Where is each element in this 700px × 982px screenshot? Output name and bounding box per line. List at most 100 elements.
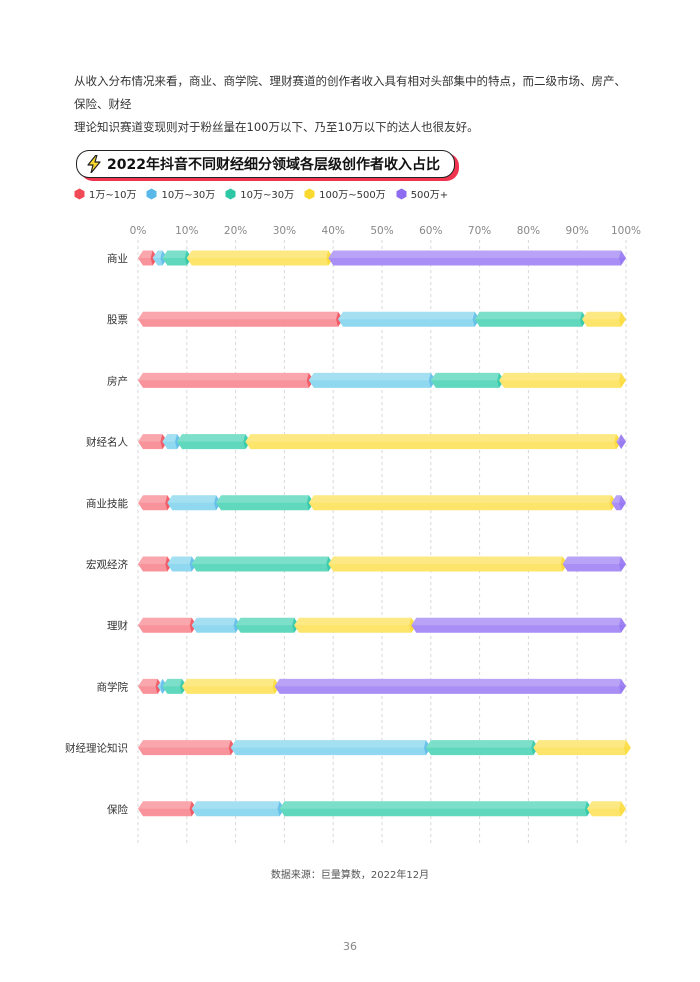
legend-swatch bbox=[225, 188, 236, 199]
bar-highlight bbox=[411, 617, 626, 626]
x-tick-label: 50% bbox=[370, 225, 393, 237]
x-tick-label: 90% bbox=[566, 225, 589, 237]
bar-segment bbox=[499, 372, 626, 388]
bar-highlight bbox=[245, 434, 622, 442]
legend-item: 500万+ bbox=[396, 186, 448, 201]
bar-highlight bbox=[586, 801, 626, 809]
bar-segment bbox=[138, 556, 173, 572]
bar-highlight bbox=[191, 617, 241, 626]
bar-end-cap bbox=[619, 372, 626, 388]
category-label: 宏观经济 bbox=[86, 558, 128, 571]
bar-highlight bbox=[308, 372, 436, 381]
x-tick-label: 60% bbox=[419, 225, 442, 237]
bar-end-cap bbox=[619, 434, 626, 450]
bar-highlight bbox=[191, 556, 334, 564]
bar-highlight bbox=[186, 250, 334, 258]
bar-segment bbox=[186, 250, 334, 266]
legend-swatch bbox=[74, 188, 85, 199]
bar-highlight bbox=[177, 434, 251, 442]
bar-highlight bbox=[181, 678, 280, 687]
legend-swatch bbox=[304, 188, 315, 199]
bar-highlight bbox=[138, 311, 344, 320]
bar-segment bbox=[533, 740, 631, 756]
category-label: 商业技能 bbox=[86, 497, 128, 510]
bar-group bbox=[138, 617, 626, 633]
bar-segment bbox=[177, 434, 251, 450]
x-tick-label: 20% bbox=[224, 225, 247, 237]
bar-end-cap bbox=[623, 740, 631, 756]
bar-highlight bbox=[167, 556, 197, 564]
bar-highlight bbox=[138, 801, 197, 809]
category-label: 财经名人 bbox=[86, 436, 128, 449]
bar-group bbox=[138, 434, 626, 450]
bar-highlight bbox=[308, 495, 617, 503]
intro-paragraph: 从收入分布情况来看，商业、商学院、理财赛道的创作者收入具有相对头部集中的特点，而… bbox=[74, 70, 634, 139]
bar-segment bbox=[230, 740, 431, 756]
legend-label: 100万~500万 bbox=[319, 190, 386, 201]
bar-segment bbox=[562, 556, 626, 572]
bar-segment bbox=[235, 617, 300, 633]
bar-highlight bbox=[425, 740, 539, 748]
chart-title: 2022年抖音不同财经细分领域各层级创作者收入占比 bbox=[107, 157, 440, 173]
bar-highlight bbox=[328, 250, 626, 258]
bar-segment bbox=[191, 556, 334, 572]
chart-legend: 1万~10万 10万~30万 10万~30万 100万~500万 500万+ bbox=[74, 186, 458, 201]
bar-segment bbox=[411, 617, 626, 633]
bar-highlight bbox=[279, 801, 592, 809]
x-tick-label: 10% bbox=[175, 225, 198, 237]
bar-segment bbox=[138, 495, 173, 511]
bar-highlight bbox=[235, 617, 300, 626]
bar-segment bbox=[138, 434, 168, 450]
chart-title-box: 2022年抖音不同财经细分领域各层级创作者收入占比 bbox=[76, 150, 455, 178]
bar-group bbox=[138, 678, 626, 694]
bar-highlight bbox=[138, 372, 314, 381]
bar-segment bbox=[138, 617, 197, 633]
bar-highlight bbox=[562, 556, 626, 564]
bar-segment bbox=[181, 678, 280, 694]
bar-segment bbox=[328, 250, 626, 266]
bar-segment bbox=[279, 801, 592, 817]
bar-group bbox=[138, 372, 626, 388]
bar-segment bbox=[191, 801, 285, 817]
bar-segment bbox=[138, 311, 344, 327]
bar-segment bbox=[430, 372, 505, 388]
bar-segment bbox=[167, 556, 197, 572]
bar-segment bbox=[216, 495, 314, 511]
bar-highlight bbox=[191, 801, 285, 809]
bar-highlight bbox=[138, 740, 236, 748]
bar-end-cap bbox=[619, 617, 626, 633]
legend-label: 1万~10万 bbox=[89, 190, 137, 201]
bar-segment bbox=[274, 678, 626, 694]
bar-segment bbox=[474, 311, 588, 327]
category-label: 财经理论知识 bbox=[65, 742, 128, 755]
bar-segment bbox=[167, 495, 222, 511]
bar-segment bbox=[294, 617, 417, 633]
category-label: 股票 bbox=[107, 314, 128, 326]
legend-label: 10万~30万 bbox=[240, 190, 295, 201]
bar-highlight bbox=[138, 556, 173, 564]
legend-swatch bbox=[146, 188, 157, 199]
bar-group bbox=[138, 495, 626, 511]
bar-segment bbox=[138, 372, 314, 388]
bar-end-cap bbox=[619, 250, 626, 266]
bar-group bbox=[138, 740, 631, 756]
bar-highlight bbox=[138, 495, 173, 503]
legend-item: 1万~10万 bbox=[74, 186, 136, 201]
bar-highlight bbox=[499, 372, 626, 381]
bar-highlight bbox=[582, 311, 626, 320]
legend-label: 10万~30万 bbox=[161, 190, 216, 201]
bar-highlight bbox=[338, 311, 480, 320]
page-number: 36 bbox=[343, 940, 357, 953]
category-label: 房产 bbox=[107, 374, 128, 387]
legend-item: 10万~30万 bbox=[225, 186, 294, 201]
bar-highlight bbox=[274, 678, 626, 687]
bar-highlight bbox=[474, 311, 588, 320]
bar-group bbox=[138, 311, 626, 327]
bar-end-cap bbox=[619, 556, 626, 572]
bar-group bbox=[138, 801, 626, 817]
bar-segment bbox=[425, 740, 539, 756]
x-tick-label: 40% bbox=[322, 225, 345, 237]
bar-segment bbox=[138, 740, 236, 756]
x-tick-label: 30% bbox=[273, 225, 296, 237]
x-tick-label: 70% bbox=[468, 225, 491, 237]
